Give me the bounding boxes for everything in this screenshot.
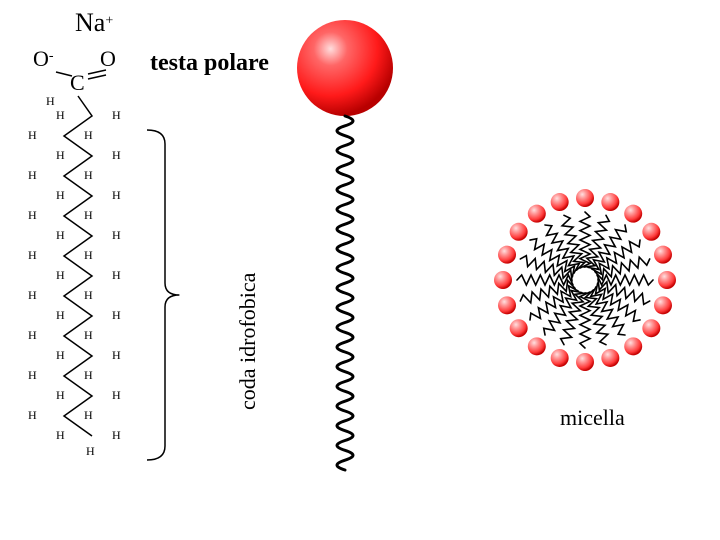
h-atom: H xyxy=(112,108,121,123)
h-atom: H xyxy=(56,268,65,283)
h-atom: H xyxy=(28,408,37,423)
h-atom: H xyxy=(84,248,93,263)
h-atom: H xyxy=(56,348,65,363)
h-atom: H xyxy=(84,408,93,423)
h-atom: H xyxy=(28,128,37,143)
h-atom: H xyxy=(112,148,121,163)
h-atom: H xyxy=(112,308,121,323)
h-atom: H xyxy=(84,208,93,223)
h-atom-terminal: H xyxy=(86,444,95,459)
h-atom: H xyxy=(84,328,93,343)
h-atom: H xyxy=(112,268,121,283)
h-atom: H xyxy=(56,108,65,123)
h-atom: H xyxy=(56,188,65,203)
h-atom: H xyxy=(56,428,65,443)
h-labels-layer: H H H H H H H H H H H H H H H H H H H H H H H H H H H H H H H H H H H H xyxy=(0,0,720,540)
h-atom: H xyxy=(28,368,37,383)
h-atom: H xyxy=(56,228,65,243)
h-atom: H xyxy=(84,168,93,183)
diagram-stage: Na+ O- O C testa polare coda idrofobica … xyxy=(0,0,720,540)
h-atom: H xyxy=(28,288,37,303)
h-atom: H xyxy=(112,388,121,403)
h-atom: H xyxy=(28,168,37,183)
h-atom: H xyxy=(56,308,65,323)
h-atom: H xyxy=(56,388,65,403)
h-atom: H xyxy=(112,428,121,443)
h-atom: H xyxy=(84,128,93,143)
h-atom: H xyxy=(112,188,121,203)
h-atom: H xyxy=(112,348,121,363)
h-atom: H xyxy=(112,228,121,243)
h-atom: H xyxy=(28,248,37,263)
h-atom: H xyxy=(84,368,93,383)
h-atom: H xyxy=(84,288,93,303)
h-atom: H xyxy=(56,148,65,163)
h-atom: H xyxy=(28,328,37,343)
h-atom: H xyxy=(46,94,55,109)
h-atom: H xyxy=(28,208,37,223)
